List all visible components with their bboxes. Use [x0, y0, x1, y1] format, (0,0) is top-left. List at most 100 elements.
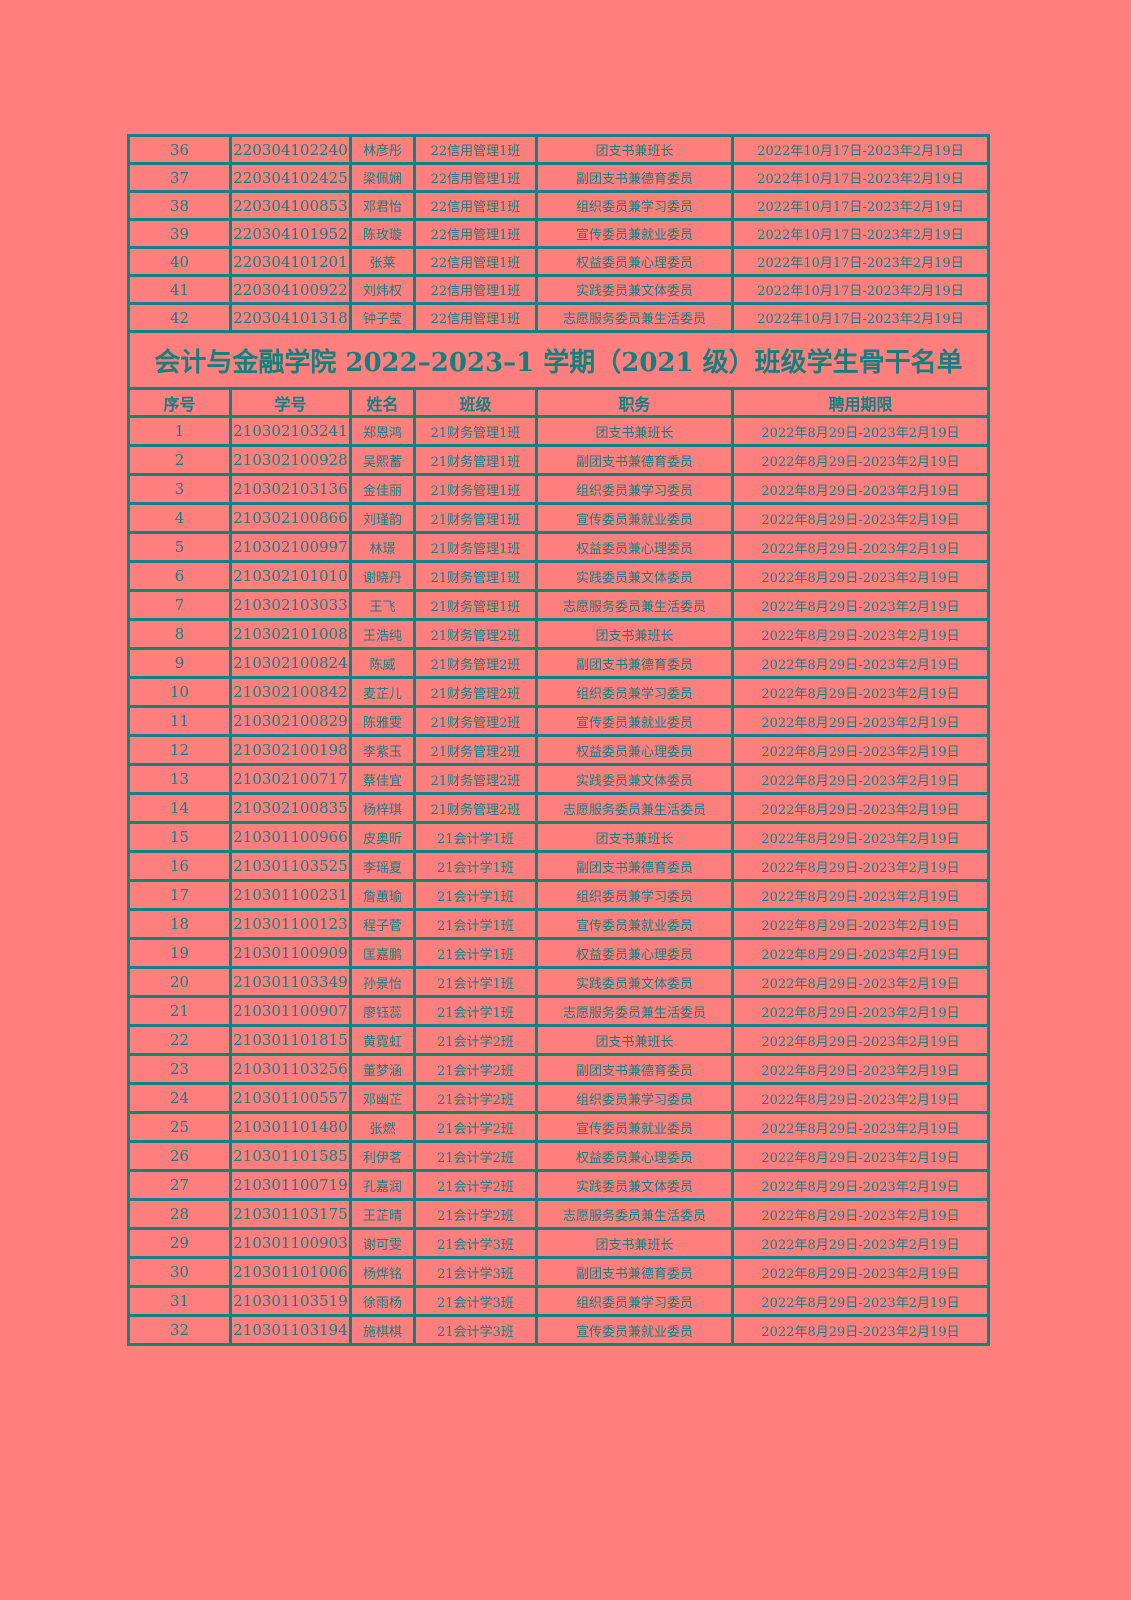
name-cell: 邓君怡 [349, 190, 416, 221]
class-cell: 21财务管理1班 [413, 473, 538, 505]
table-row: 1 210302103241 郑恩鸿 21财务管理1班 团支书兼班长 2022年8月29日… [127, 415, 990, 447]
student-id-cell: 210302100198 [229, 734, 352, 766]
position-cell: 团支书兼班长 [535, 134, 734, 165]
class-cell: 21会计学1班 [413, 966, 538, 998]
table-row: 29 210301100903 谢可雯 21会计学3班 团支书兼班长 2022年8月29日… [127, 1227, 990, 1259]
header-student-id: 学号 [229, 387, 352, 418]
class-cell: 21会计学2班 [413, 1140, 538, 1172]
table-row: 11 210302100829 陈雅雯 21财务管理2班 宣传委员兼就业委员 2022年8… [127, 705, 990, 737]
position-cell: 副团支书兼德育委员 [535, 1256, 734, 1288]
student-id-cell: 210301103256 [229, 1053, 352, 1085]
term-cell: 2022年8月29日-2023年2月19日 [731, 879, 990, 911]
class-cell: 21会计学2班 [413, 1169, 538, 1201]
class-cell: 21财务管理1班 [413, 531, 538, 563]
table-row: 10 210302100842 麦芷儿 21财务管理2班 组织委员兼学习委员 2022年8… [127, 676, 990, 708]
term-cell: 2022年10月17日-2023年2月19日 [731, 246, 990, 277]
position-cell: 副团支书兼德育委员 [535, 647, 734, 679]
class-cell: 21会计学3班 [413, 1314, 538, 1346]
index-cell: 11 [127, 705, 232, 737]
position-cell: 志愿服务委员兼生活委员 [535, 792, 734, 824]
student-id-cell: 210301103349 [229, 966, 352, 998]
class-cell: 21财务管理2班 [413, 763, 538, 795]
class-cell: 21财务管理2班 [413, 647, 538, 679]
class-cell: 22信用管理1班 [413, 218, 538, 249]
position-cell: 宣传委员兼就业委员 [535, 705, 734, 737]
name-cell: 郑恩鸿 [349, 415, 416, 447]
table-row: 18 210301100123 程子菅 21会计学1班 宣传委员兼就业委员 2022年8月… [127, 908, 990, 940]
term-cell: 2022年10月17日-2023年2月19日 [731, 302, 990, 333]
index-cell: 17 [127, 879, 232, 911]
index-cell: 27 [127, 1169, 232, 1201]
index-cell: 37 [127, 162, 232, 193]
term-cell: 2022年8月29日-2023年2月19日 [731, 792, 990, 824]
class-cell: 22信用管理1班 [413, 162, 538, 193]
index-cell: 42 [127, 302, 232, 333]
student-id-cell: 220304100922 [229, 274, 352, 305]
position-cell: 权益委员兼心理委员 [535, 937, 734, 969]
student-id-cell: 210302100717 [229, 763, 352, 795]
term-cell: 2022年10月17日-2023年2月19日 [731, 274, 990, 305]
index-cell: 38 [127, 190, 232, 221]
position-cell: 组织委员兼学习委员 [535, 190, 734, 221]
position-cell: 志愿服务委员兼生活委员 [535, 995, 734, 1027]
index-cell: 36 [127, 134, 232, 165]
class-cell: 21财务管理1班 [413, 415, 538, 447]
name-cell: 蔡佳宜 [349, 763, 416, 795]
position-cell: 组织委员兼学习委员 [535, 676, 734, 708]
index-cell: 13 [127, 763, 232, 795]
table-row: 42 220304101318 钟子莹 22信用管理1班 志愿服务委员兼生活委员 2022… [127, 302, 990, 333]
term-cell: 2022年8月29日-2023年2月19日 [731, 1024, 990, 1056]
class-cell: 21会计学2班 [413, 1198, 538, 1230]
name-cell: 廖钰蕊 [349, 995, 416, 1027]
table-row: 20 210301103349 孙景怡 21会计学1班 实践委员兼文体委员 2022年8月… [127, 966, 990, 998]
index-cell: 21 [127, 995, 232, 1027]
index-cell: 18 [127, 908, 232, 940]
name-cell: 李瑶夏 [349, 850, 416, 882]
name-cell: 陈威 [349, 647, 416, 679]
table-row: 22 210301101815 黄霓虹 21会计学2班 团支书兼班长 2022年8月29日… [127, 1024, 990, 1056]
name-cell: 梁佩娴 [349, 162, 416, 193]
class-cell: 21财务管理2班 [413, 705, 538, 737]
index-cell: 41 [127, 274, 232, 305]
student-id-cell: 210301100903 [229, 1227, 352, 1259]
index-cell: 32 [127, 1314, 232, 1346]
index-cell: 8 [127, 618, 232, 650]
header-row: 序号 学号 姓名 班级 职务 聘用期限 [127, 387, 990, 418]
term-cell: 2022年8月29日-2023年2月19日 [731, 415, 990, 447]
header-position: 职务 [535, 387, 734, 418]
class-cell: 22信用管理1班 [413, 190, 538, 221]
student-cadre-table: 36 220304102240 林彦彤 22信用管理1班 团支书兼班长 2022年10月1… [127, 134, 990, 1346]
student-id-cell: 210301101006 [229, 1256, 352, 1288]
name-cell: 孙景怡 [349, 966, 416, 998]
name-cell: 徐雨杨 [349, 1285, 416, 1317]
term-cell: 2022年8月29日-2023年2月19日 [731, 1198, 990, 1230]
name-cell: 吴熙蓄 [349, 444, 416, 476]
name-cell: 王飞 [349, 589, 416, 621]
table-row: 23 210301103256 董梦涵 21会计学2班 副团支书兼德育委员 2022年8月… [127, 1053, 990, 1085]
index-cell: 6 [127, 560, 232, 592]
name-cell: 钟子莹 [349, 302, 416, 333]
index-cell: 23 [127, 1053, 232, 1085]
position-cell: 实践委员兼文体委员 [535, 1169, 734, 1201]
name-cell: 皮奥昕 [349, 821, 416, 853]
class-cell: 21会计学2班 [413, 1024, 538, 1056]
class-cell: 21会计学3班 [413, 1227, 538, 1259]
position-cell: 宣传委员兼就业委员 [535, 908, 734, 940]
term-cell: 2022年8月29日-2023年2月19日 [731, 821, 990, 853]
table-row: 38 220304100853 邓君怡 22信用管理1班 组织委员兼学习委员 2022年1… [127, 190, 990, 221]
class-cell: 22信用管理1班 [413, 134, 538, 165]
position-cell: 副团支书兼德育委员 [535, 1053, 734, 1085]
student-id-cell: 220304101201 [229, 246, 352, 277]
student-id-cell: 210301100557 [229, 1082, 352, 1114]
table-row: 4 210302100866 刘瑾韵 21财务管理1班 宣传委员兼就业委员 2022年8月… [127, 502, 990, 534]
student-id-cell: 210301103194 [229, 1314, 352, 1346]
student-id-cell: 220304102425 [229, 162, 352, 193]
student-id-cell: 210301103519 [229, 1285, 352, 1317]
student-id-cell: 210301101815 [229, 1024, 352, 1056]
index-cell: 16 [127, 850, 232, 882]
table-row: 21 210301100907 廖钰蕊 21会计学1班 志愿服务委员兼生活委员 2022年… [127, 995, 990, 1027]
class-cell: 21会计学1班 [413, 879, 538, 911]
index-cell: 1 [127, 415, 232, 447]
name-cell: 詹蕙瑜 [349, 879, 416, 911]
table-row: 2 210302100928 吴熙蓄 21财务管理1班 副团支书兼德育委员 2022年8月… [127, 444, 990, 476]
